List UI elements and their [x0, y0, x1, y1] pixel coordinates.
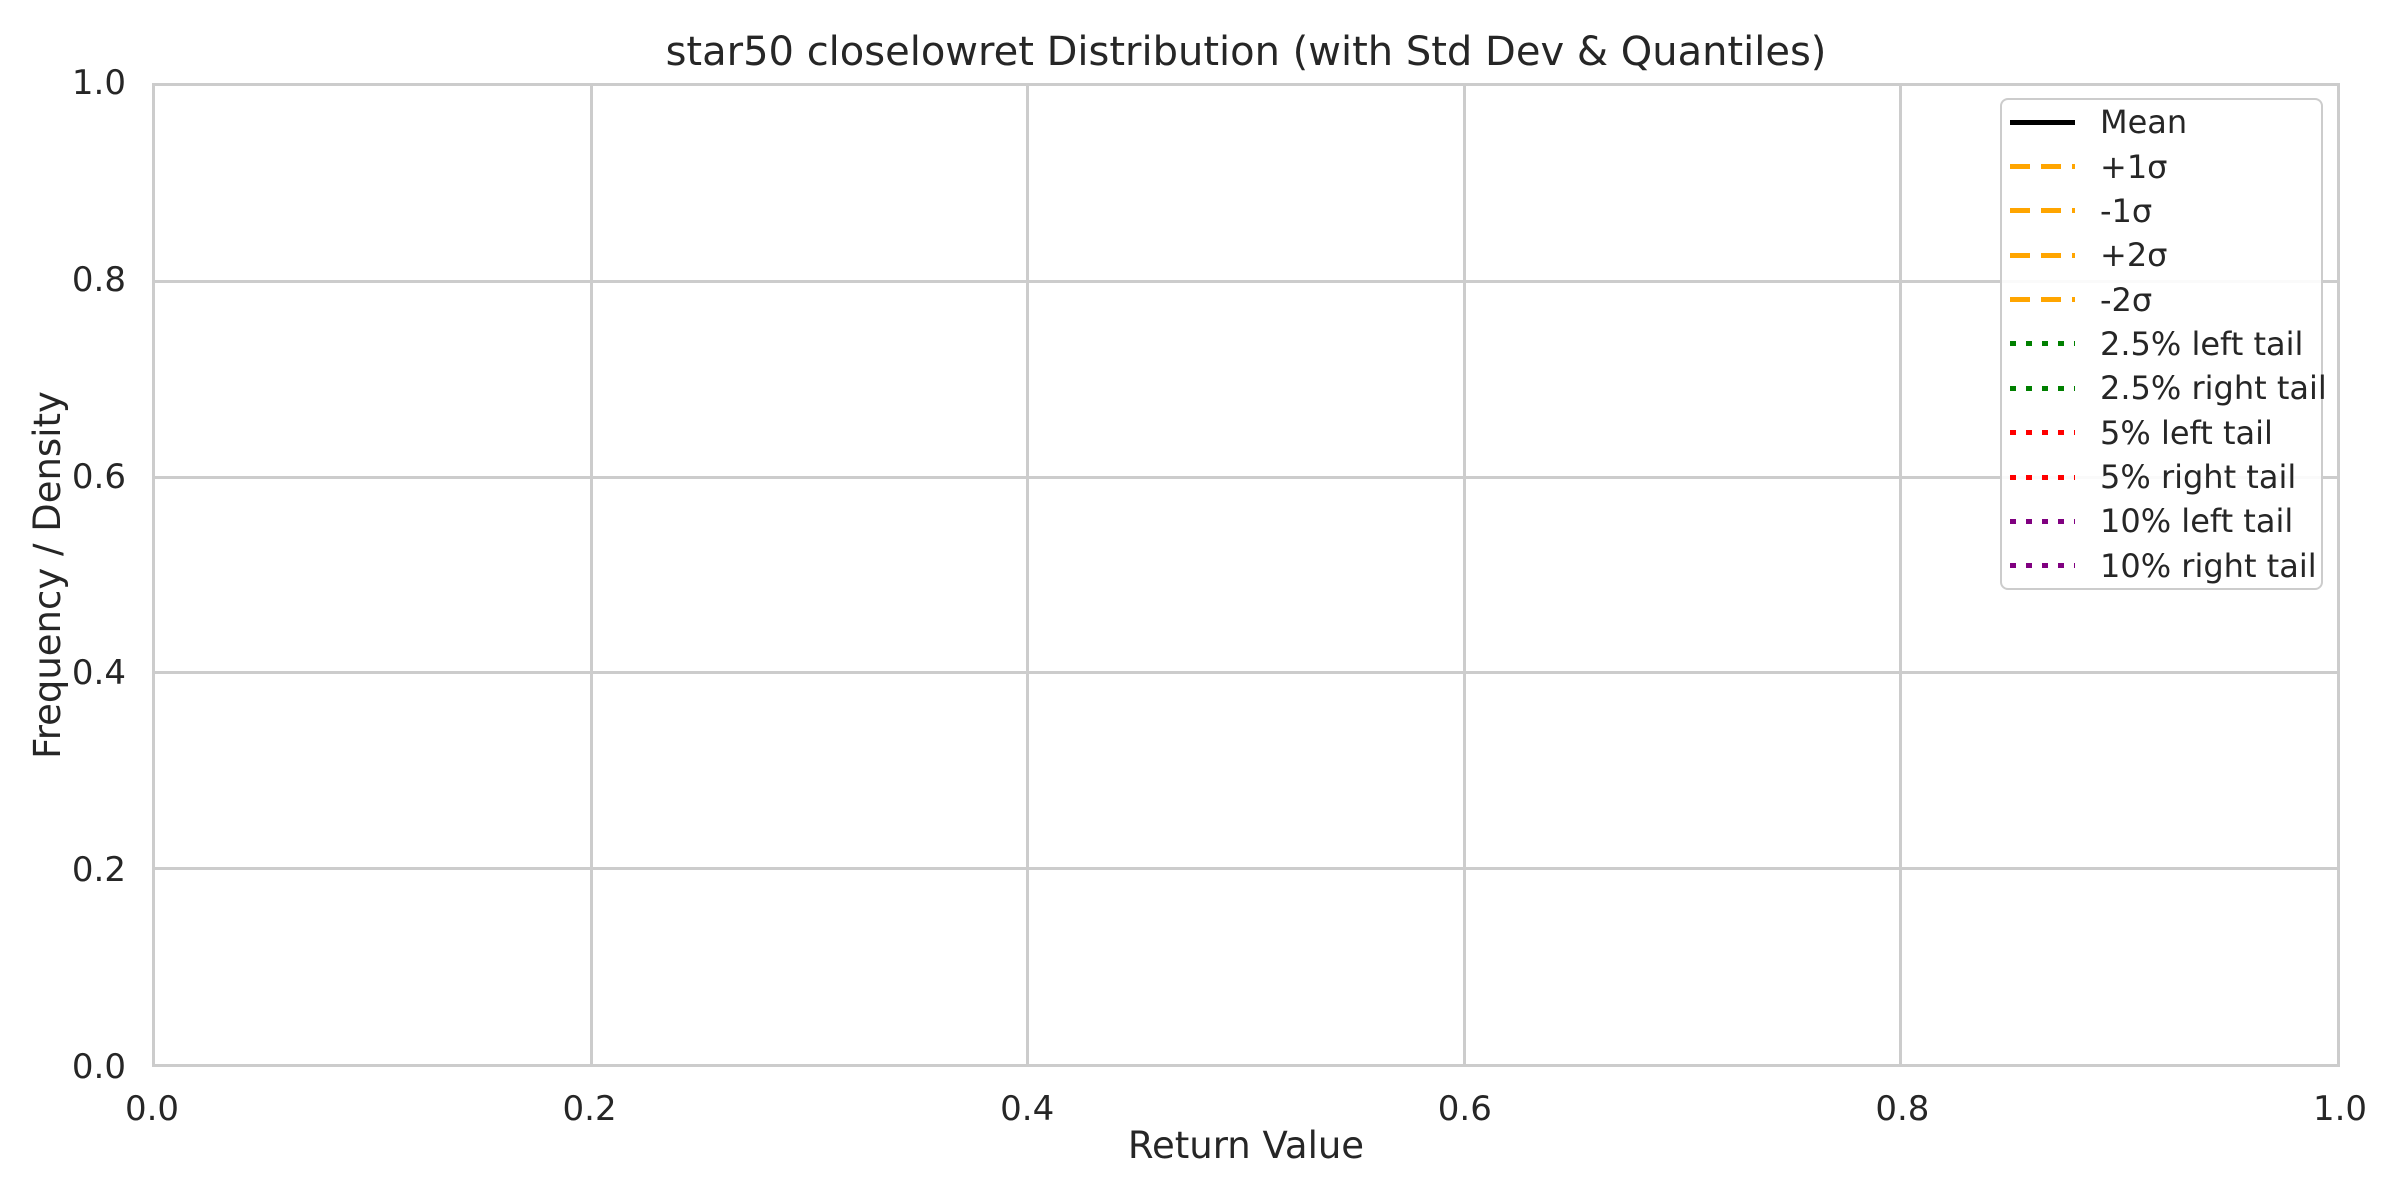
- legend-item: 5% right tail: [2002, 455, 2321, 499]
- y-tick-label: 0.0: [71, 1047, 126, 1087]
- legend-item-label: +2σ: [2100, 236, 2168, 275]
- dotted-line-sample: [2010, 474, 2075, 480]
- dotted-line-sample: [2010, 563, 2075, 569]
- chart-title: star50 closelowret Distribution (with St…: [665, 29, 1827, 75]
- gridline-horizontal: [155, 280, 2337, 284]
- x-tick-label: 0.0: [124, 1089, 180, 1129]
- legend-item-label: -1σ: [2100, 191, 2153, 230]
- x-axis-label: Return Value: [1127, 1124, 1365, 1167]
- x-tick-label: 1.0: [2312, 1089, 2368, 1129]
- dotted-line-sample: [2010, 341, 2075, 347]
- dotted-line-sample: [2010, 385, 2075, 391]
- legend: Mean +1σ -1σ +2σ -2σ 2.5% left tail 2.5% right…: [2000, 98, 2327, 590]
- x-tick-label: 0.6: [1437, 1089, 1492, 1129]
- legend-item-label: 10% left tail: [2100, 502, 2294, 541]
- dotted-line-sample: [2010, 430, 2075, 436]
- legend-item-label: 2.5% right tail: [2100, 369, 2327, 408]
- plot-area: Mean +1σ -1σ +2σ -2σ 2.5% left tail 2.5% right…: [152, 83, 2340, 1067]
- y-tick-label: 0.8: [71, 259, 126, 300]
- legend-item-label: 10% right tail: [2100, 546, 2317, 585]
- gridline-horizontal: [155, 671, 2337, 675]
- y-axis-label: Frequency / Density: [26, 391, 69, 759]
- gridline-horizontal: [155, 866, 2337, 870]
- legend-item: 10% left tail: [2002, 499, 2321, 543]
- legend-item-label: 5% left tail: [2100, 413, 2273, 452]
- dashed-line-sample: [2010, 297, 2075, 303]
- legend-item: Mean: [2002, 100, 2321, 144]
- legend-item: 2.5% left tail: [2002, 322, 2321, 366]
- x-tick-label: 0.4: [1000, 1089, 1055, 1129]
- gridline-vertical: [1899, 86, 1903, 1064]
- legend-item-label: Mean: [2100, 103, 2188, 142]
- legend-item: 10% right tail: [2002, 544, 2321, 588]
- legend-item-label: 2.5% left tail: [2100, 324, 2304, 363]
- legend-item-label: 5% right tail: [2100, 458, 2297, 497]
- y-tick-label: 0.6: [71, 456, 126, 497]
- dashed-line-sample: [2010, 208, 2075, 214]
- legend-item-label: +1σ: [2100, 147, 2168, 186]
- y-tick-label: 0.2: [71, 850, 126, 891]
- dashed-line-sample: [2010, 164, 2075, 170]
- y-tick-label: 1.0: [71, 63, 126, 103]
- x-tick-label: 0.8: [1875, 1089, 1930, 1129]
- gridline-vertical: [1026, 86, 1030, 1064]
- gridline-vertical: [1462, 86, 1466, 1064]
- solid-line-sample: [2010, 119, 2075, 125]
- legend-item: -2σ: [2002, 277, 2321, 321]
- dotted-line-sample: [2010, 518, 2075, 524]
- legend-item-label: -2σ: [2100, 280, 2153, 319]
- dashed-line-sample: [2010, 252, 2075, 258]
- x-tick-label: 0.2: [562, 1089, 617, 1129]
- legend-item: +1σ: [2002, 144, 2321, 188]
- legend-item: +2σ: [2002, 233, 2321, 277]
- legend-item: -1σ: [2002, 189, 2321, 233]
- gridline-vertical: [589, 86, 593, 1064]
- gridline-horizontal: [155, 475, 2337, 479]
- legend-item: 5% left tail: [2002, 411, 2321, 455]
- y-tick-label: 0.4: [71, 653, 126, 694]
- legend-item: 2.5% right tail: [2002, 366, 2327, 410]
